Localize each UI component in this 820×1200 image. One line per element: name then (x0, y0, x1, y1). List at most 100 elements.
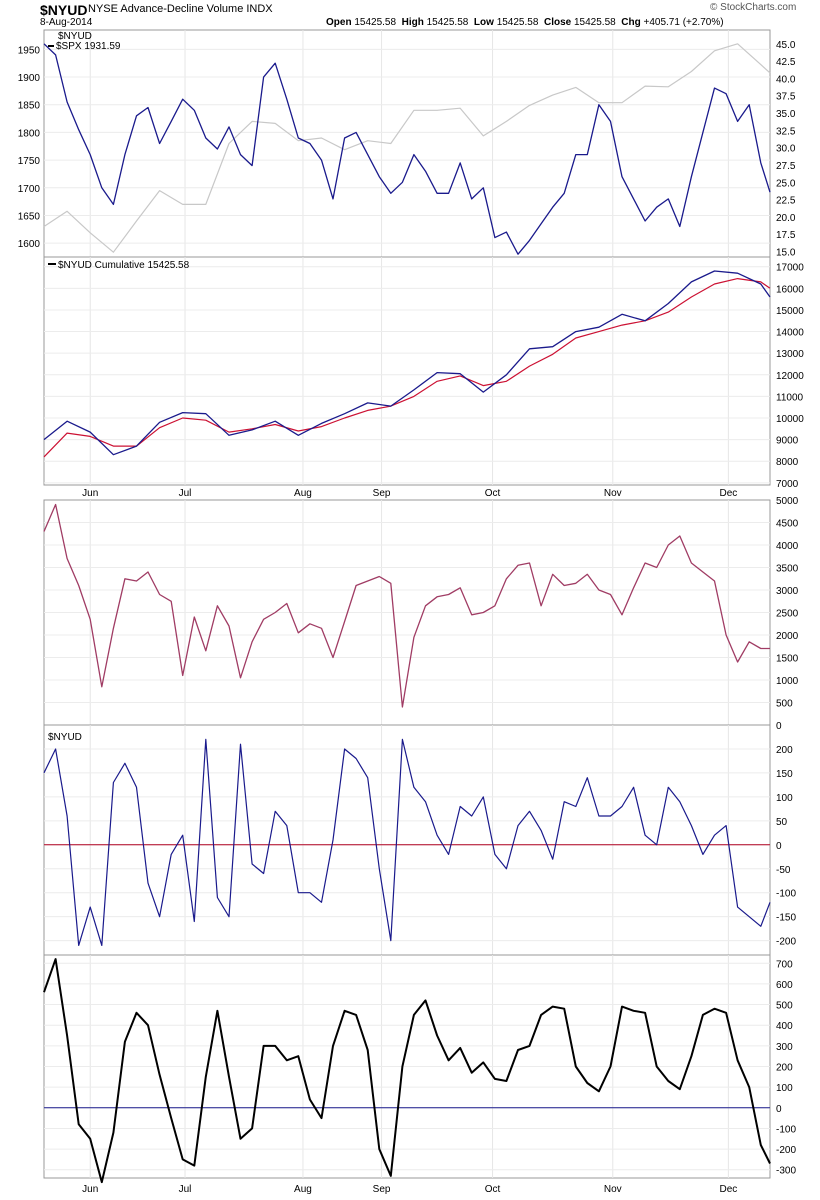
open-value: 15425.58 (354, 17, 397, 28)
close-value: 15425.58 (573, 17, 616, 28)
y-tick-label: 1600 (18, 239, 41, 250)
y-tick-label: 7000 (776, 479, 799, 490)
chg-label: Chg (621, 17, 641, 28)
y-tick-label: 1750 (18, 156, 41, 167)
y-tick-label: 11000 (776, 392, 804, 403)
y-tick-label: -100 (776, 889, 796, 900)
y-tick-label: 300 (776, 1042, 793, 1053)
y-tick-label: 1500 (776, 654, 799, 665)
y-tick-label: 15.0 (776, 247, 796, 258)
y-tick-label: 1900 (18, 73, 41, 84)
x-tick-label: Jun (82, 1184, 98, 1195)
y-tick-label: 5000 (776, 496, 799, 507)
y-tick-label: 20.0 (776, 213, 796, 224)
y-tick-label: 35.0 (776, 109, 796, 120)
y-tick-label: -300 (776, 1166, 796, 1177)
low-value: 15425.58 (496, 17, 539, 28)
x-tick-label: Sep (373, 1184, 391, 1195)
high-label: High (401, 17, 424, 28)
y-tick-label: 150 (776, 769, 793, 780)
legend-entry: $NYUD Cumulative 15425.58 (58, 260, 190, 271)
open-label: Open (326, 17, 352, 28)
panel-frame (43, 256, 771, 486)
y-tick-label: 2500 (776, 609, 799, 620)
y-tick-label: 4000 (776, 541, 799, 552)
smoothed-oscillator-line (43, 958, 771, 1184)
x-tick-label: Sep (373, 488, 391, 499)
y-tick-label: 100 (776, 793, 793, 804)
y-tick-label: -150 (776, 913, 796, 924)
y-tick-label: 1950 (18, 45, 41, 56)
x-tick-label: Aug (294, 488, 312, 499)
y-tick-label: -200 (776, 937, 796, 948)
y-tick-label: -50 (776, 865, 791, 876)
y-tick-label: 1700 (18, 184, 41, 195)
y-tick-label: 0 (776, 721, 782, 732)
spx-series-line (43, 43, 771, 253)
x-tick-label: Nov (604, 1184, 622, 1195)
y-tick-label: 45.0 (776, 40, 796, 51)
low-label: Low (473, 17, 494, 28)
y-tick-label: 1850 (18, 101, 41, 112)
y-tick-label: 600 (776, 980, 793, 991)
y-tick-label: 1650 (18, 211, 41, 222)
y-tick-label: 17.5 (776, 230, 796, 241)
y-tick-label: 500 (776, 1001, 793, 1012)
x-tick-label: Aug (294, 1184, 312, 1195)
y-tick-label: 37.5 (776, 92, 796, 103)
y-tick-label: 0 (776, 841, 782, 852)
legend-swatch (48, 263, 56, 265)
y-tick-label: -100 (776, 1124, 796, 1135)
cumulative-series-line (43, 270, 771, 456)
y-tick-label: 32.5 (776, 126, 796, 137)
nyud-oscillator-line (43, 738, 771, 947)
y-tick-label: 1800 (18, 128, 41, 139)
y-tick-label: 16000 (776, 284, 804, 295)
y-tick-label: 700 (776, 959, 793, 970)
y-tick-label: 15000 (776, 306, 804, 317)
chart-header: $NYUD NYSE Advance-Decline Volume INDX 8… (0, 0, 820, 30)
x-tick-label: Dec (719, 488, 737, 499)
description-label: NYSE Advance-Decline Volume INDX (88, 3, 273, 15)
y-tick-label: 30.0 (776, 144, 796, 155)
y-tick-label: -200 (776, 1145, 796, 1156)
y-tick-label: 40.0 (776, 74, 796, 85)
ohlc-readout: Open 15425.58 High 15425.58 Low 15425.58… (326, 17, 724, 28)
y-tick-label: 3000 (776, 586, 799, 597)
y-tick-label: 25.0 (776, 178, 796, 189)
y-tick-label: 14000 (776, 328, 804, 339)
panel-title: $NYUD (58, 31, 92, 42)
chg-value: +405.71 (+2.70%) (643, 17, 724, 28)
y-tick-label: 8000 (776, 457, 799, 468)
y-tick-label: 400 (776, 1021, 793, 1032)
symbol-label: $NYUD (40, 2, 88, 18)
indicator-series-line (43, 503, 770, 708)
y-tick-label: 3500 (776, 564, 799, 575)
legend-entry: $SPX 1931.59 (56, 41, 121, 52)
y-tick-label: 200 (776, 745, 793, 756)
y-tick-label: 50 (776, 817, 788, 828)
brand-logo: © StockCharts.com (710, 2, 797, 13)
x-tick-label: Dec (719, 1184, 737, 1195)
panel-frame (43, 29, 771, 258)
y-tick-label: 42.5 (776, 57, 796, 68)
x-tick-label: Jul (179, 1184, 192, 1195)
y-tick-label: 500 (776, 699, 793, 710)
date-label: 8-Aug-2014 (40, 17, 93, 28)
y-tick-label: 100 (776, 1083, 793, 1094)
y-tick-label: 17000 (776, 263, 804, 274)
y-tick-label: 9000 (776, 436, 799, 447)
legend-swatch (48, 45, 54, 47)
nyud-series-line (43, 43, 771, 255)
moving-average-line (43, 278, 771, 458)
x-tick-label: Oct (485, 488, 501, 499)
close-label: Close (543, 17, 572, 28)
y-tick-label: 27.5 (776, 161, 796, 172)
y-tick-label: 0 (776, 1104, 782, 1115)
x-tick-label: Oct (485, 1184, 501, 1195)
y-tick-label: 2000 (776, 631, 799, 642)
panel-title: $NYUD (48, 732, 82, 743)
y-tick-label: 10000 (776, 414, 804, 425)
high-value: 15425.58 (426, 17, 469, 28)
